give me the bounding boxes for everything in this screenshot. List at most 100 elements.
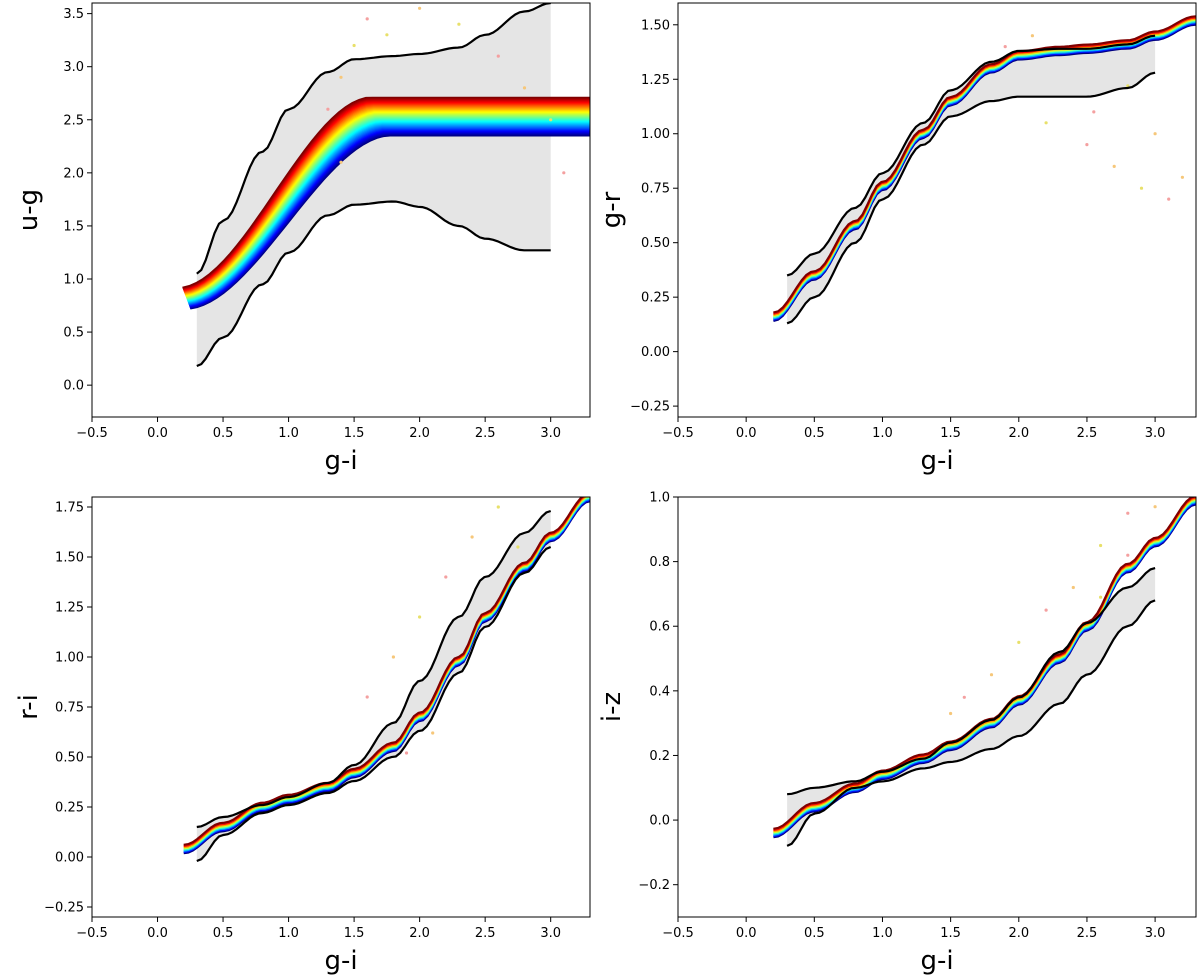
model-track bbox=[773, 497, 1196, 832]
y-tick-label: 0.75 bbox=[641, 182, 670, 197]
envelope-upper-line bbox=[787, 567, 1156, 796]
y-axis-label: g-r bbox=[597, 191, 627, 228]
scatter-point bbox=[1126, 553, 1130, 557]
x-tick-label: 3.0 bbox=[1145, 926, 1166, 941]
scatter-point bbox=[549, 118, 553, 122]
x-tick-label: 1.0 bbox=[278, 426, 299, 441]
y-tick-label: 2.0 bbox=[63, 166, 84, 181]
x-tick-label: −0.5 bbox=[662, 926, 694, 941]
x-tick-label: 2.0 bbox=[1008, 926, 1029, 941]
scatter-point bbox=[418, 615, 422, 619]
x-tick-label: 0.5 bbox=[213, 426, 234, 441]
plot-area bbox=[773, 15, 1196, 325]
y-tick-label: 0.6 bbox=[649, 620, 670, 635]
y-tick-label: 0.25 bbox=[641, 291, 670, 306]
y-tick-label: −0.25 bbox=[630, 400, 670, 415]
plot-area bbox=[773, 497, 1196, 847]
scatter-point bbox=[1044, 608, 1048, 612]
x-tick-label: 1.5 bbox=[344, 926, 365, 941]
x-tick-label: 1.0 bbox=[872, 926, 893, 941]
scatter-point bbox=[404, 751, 409, 755]
y-tick-label: 0.0 bbox=[63, 379, 84, 394]
scatter-point bbox=[496, 54, 500, 58]
scatter-point bbox=[962, 695, 966, 699]
x-axis-label: g-i bbox=[324, 946, 357, 976]
x-tick-label: 1.5 bbox=[940, 426, 961, 441]
y-tick-label: 1.00 bbox=[55, 651, 84, 666]
x-tick-label: 0.0 bbox=[147, 926, 168, 941]
panel-u-g: −0.5 0.0 0.5 1.0 1.5 2.0 2.5 3.0 0.0 0.5 1.0 1.5 2.0… bbox=[14, 2, 591, 476]
scatter-point bbox=[989, 673, 994, 677]
panel-r-i: −0.5 0.0 0.5 1.0 1.5 2.0 2.5 3.0 −0.25 0.00 0.25 0.… bbox=[14, 496, 591, 976]
scatter-point bbox=[385, 33, 389, 37]
scatter-point bbox=[1126, 511, 1130, 515]
scatter-point bbox=[326, 107, 330, 111]
plot-area bbox=[183, 497, 590, 863]
envelope-lower-line bbox=[786, 599, 1156, 847]
y-tick-label: 1.50 bbox=[55, 551, 84, 566]
x-tick-label: 2.5 bbox=[1077, 926, 1098, 941]
x-tick-label: 3.0 bbox=[1145, 426, 1166, 441]
scatter-point bbox=[444, 575, 448, 579]
x-tick-label: 2.5 bbox=[1077, 426, 1098, 441]
x-tick-label: 0.0 bbox=[147, 426, 168, 441]
x-tick-label: 0.5 bbox=[804, 426, 825, 441]
y-axis-label: r-i bbox=[14, 694, 44, 720]
scatter-point bbox=[1167, 197, 1171, 201]
panel-g-r: −0.5 0.0 0.5 1.0 1.5 2.0 2.5 3.0 −0.25 0.00 0.25 0.… bbox=[597, 2, 1197, 476]
y-tick-label: 1.50 bbox=[641, 18, 670, 33]
y-tick-label: 0.50 bbox=[641, 236, 670, 251]
scatter-point bbox=[391, 655, 395, 659]
x-axis-label: g-i bbox=[324, 446, 357, 476]
axes-frame bbox=[677, 2, 1197, 418]
axes-frame bbox=[91, 2, 591, 418]
scatter-point bbox=[365, 695, 369, 699]
x-tick-label: 0.5 bbox=[213, 926, 234, 941]
y-tick-label: 0.00 bbox=[641, 345, 670, 360]
x-tick-label: 0.5 bbox=[804, 926, 825, 941]
y-tick-label: 3.5 bbox=[63, 7, 84, 22]
y-tick-label: 0.5 bbox=[63, 326, 84, 341]
x-tick-label: −0.5 bbox=[662, 426, 694, 441]
axes-frame bbox=[677, 496, 1197, 918]
x-tick-label: 2.5 bbox=[475, 926, 496, 941]
model-track bbox=[773, 497, 1196, 833]
scatter-point bbox=[1139, 186, 1144, 190]
scatter-point bbox=[365, 17, 369, 21]
x-tick-label: 3.0 bbox=[540, 926, 561, 941]
x-tick-label: 2.0 bbox=[409, 426, 430, 441]
y-tick-label: 0.0 bbox=[649, 814, 670, 829]
x-tick-label: 1.5 bbox=[344, 426, 365, 441]
scatter-point bbox=[1099, 543, 1103, 548]
y-axis-label: u-g bbox=[14, 189, 44, 231]
envelope-lower-line bbox=[786, 71, 1156, 325]
model-track bbox=[773, 15, 1196, 314]
y-tick-label: 3.0 bbox=[63, 60, 84, 75]
scatter-point bbox=[496, 505, 500, 509]
envelope-lower-line bbox=[196, 545, 552, 863]
model-track bbox=[773, 498, 1196, 834]
y-tick-label: 1.75 bbox=[55, 501, 84, 516]
scatter-point bbox=[1030, 34, 1034, 38]
scatter-point bbox=[1092, 110, 1096, 114]
y-tick-label: 1.5 bbox=[63, 219, 84, 234]
y-axis-label: i-z bbox=[597, 692, 627, 722]
envelope-upper-line bbox=[196, 3, 551, 275]
x-tick-label: 1.5 bbox=[940, 926, 961, 941]
scatter-point bbox=[352, 43, 356, 48]
scatter-point bbox=[516, 545, 520, 549]
scatter-point bbox=[562, 171, 566, 175]
plot-area bbox=[182, 3, 590, 368]
y-tick-label: 0.00 bbox=[55, 851, 84, 866]
y-tick-label: 0.2 bbox=[649, 749, 670, 764]
scatter-point bbox=[1085, 143, 1089, 147]
envelope-fill bbox=[196, 3, 551, 366]
x-tick-label: 3.0 bbox=[540, 426, 561, 441]
y-tick-label: 1.25 bbox=[55, 601, 84, 616]
y-tick-label: 1.0 bbox=[63, 273, 84, 288]
scatter-point bbox=[1153, 505, 1157, 509]
scatter-point bbox=[1112, 164, 1116, 168]
scatter-point bbox=[522, 86, 527, 90]
scatter-point bbox=[1017, 640, 1021, 645]
